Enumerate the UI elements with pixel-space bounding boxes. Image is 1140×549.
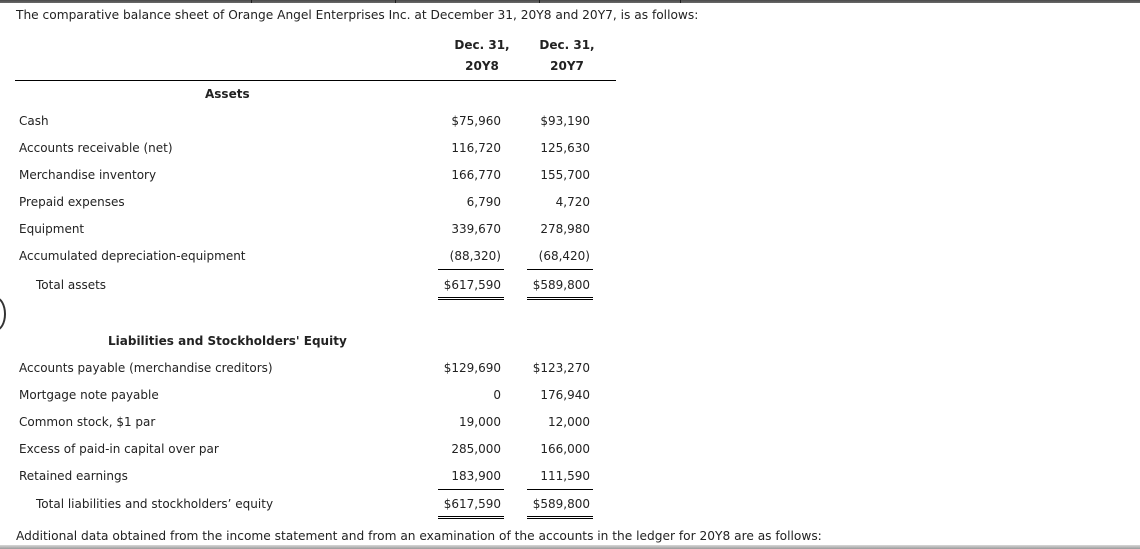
row-label: Accumulated depreciation-equipment <box>19 249 246 263</box>
total-double-rule <box>438 516 504 519</box>
row-label: Excess of paid-in capital over par <box>19 442 219 456</box>
row-value-20y8: 339,670 <box>451 222 501 236</box>
row-label: Prepaid expenses <box>19 195 125 209</box>
top-divider-bar <box>0 0 1140 3</box>
row-value-20y8: 19,000 <box>459 415 501 429</box>
row-label: Cash <box>19 114 49 128</box>
total-assets-20y7: $589,800 <box>532 278 590 292</box>
total-assets-label: Total assets <box>36 278 107 292</box>
row-value-20y7: (68,420) <box>538 249 590 263</box>
row-value-20y7: 4,720 <box>555 195 590 209</box>
total-liabilities-equity-20y7: $589,800 <box>532 497 590 511</box>
row-value-20y7: 176,940 <box>540 388 590 402</box>
top-bar-separator <box>395 0 396 3</box>
row-value-20y8: $75,960 <box>451 114 501 128</box>
row-value-20y7: $123,270 <box>532 361 590 375</box>
column-header-20y8-line2: 20Y8 <box>465 59 499 73</box>
row-label: Retained earnings <box>19 469 128 483</box>
subtotal-rule <box>438 269 504 270</box>
row-value-20y8: 285,000 <box>451 442 501 456</box>
total-double-rule <box>527 297 593 300</box>
total-liabilities-equity-20y8: $617,590 <box>443 497 501 511</box>
bottom-divider-bar <box>0 545 1140 549</box>
liabilities-heading: Liabilities and Stockholders' Equity <box>108 334 347 348</box>
total-liabilities-equity-label: Total liabilities and stockholders’ equi… <box>36 497 274 511</box>
top-bar-separator <box>680 0 681 3</box>
row-label: Equipment <box>19 222 85 236</box>
row-value-20y7: 12,000 <box>548 415 590 429</box>
row-label: Accounts payable (merchandise creditors) <box>19 361 273 375</box>
row-value-20y8: (88,320) <box>449 249 501 263</box>
top-bar-separator <box>251 0 252 3</box>
subtotal-rule <box>527 269 593 270</box>
row-value-20y7: $93,190 <box>540 114 590 128</box>
column-header-20y7-line1: Dec. 31, <box>539 38 595 52</box>
assets-heading: Assets <box>205 87 250 101</box>
row-value-20y8: 0 <box>493 388 501 402</box>
collapse-handle-icon[interactable] <box>0 297 6 331</box>
row-label: Accounts receivable (net) <box>19 141 173 155</box>
column-header-20y7-line2: 20Y7 <box>550 59 584 73</box>
row-label: Mortgage note payable <box>19 388 159 402</box>
total-assets-20y8: $617,590 <box>443 278 501 292</box>
additional-data-text: Additional data obtained from the income… <box>16 529 822 543</box>
row-value-20y7: 111,590 <box>540 469 590 483</box>
total-double-rule <box>527 516 593 519</box>
row-value-20y7: 166,000 <box>540 442 590 456</box>
subtotal-rule <box>527 489 593 490</box>
row-value-20y8: 166,770 <box>451 168 501 182</box>
row-label: Merchandise inventory <box>19 168 157 182</box>
row-value-20y8: $129,690 <box>443 361 501 375</box>
row-value-20y8: 6,790 <box>466 195 501 209</box>
row-value-20y7: 278,980 <box>540 222 590 236</box>
column-header-20y8-line1: Dec. 31, <box>454 38 510 52</box>
top-bar-separator <box>539 0 540 3</box>
row-value-20y7: 155,700 <box>540 168 590 182</box>
total-double-rule <box>438 297 504 300</box>
row-label: Common stock, $1 par <box>19 415 156 429</box>
intro-text: The comparative balance sheet of Orange … <box>16 8 699 22</box>
row-value-20y8: 183,900 <box>451 469 501 483</box>
row-value-20y8: 116,720 <box>451 141 501 155</box>
row-value-20y7: 125,630 <box>540 141 590 155</box>
header-rule <box>15 80 616 81</box>
subtotal-rule <box>438 489 504 490</box>
